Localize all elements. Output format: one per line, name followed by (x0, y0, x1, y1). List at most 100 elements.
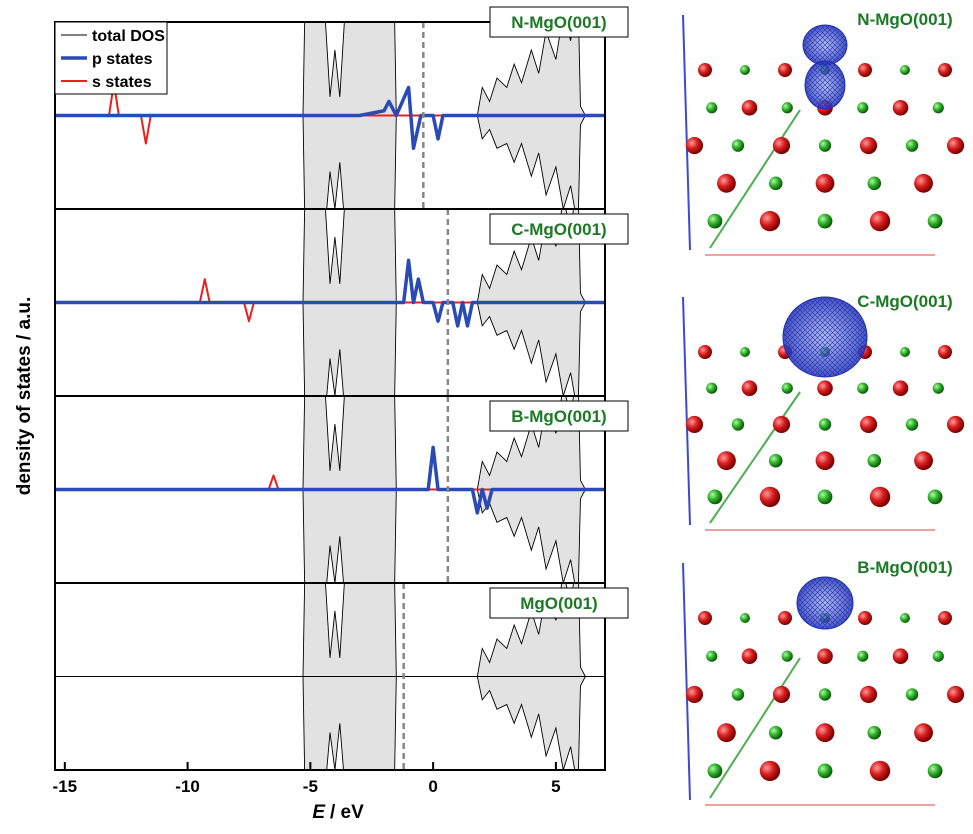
atom (867, 453, 882, 468)
atom (900, 347, 910, 357)
atom (781, 382, 793, 394)
structure-render: B-MgO(001) (682, 558, 965, 806)
atom (817, 648, 833, 665)
atom (946, 415, 965, 434)
density-mesh (804, 60, 846, 110)
structures: N-MgO(001) C-MgO(001) B-MgO(001) (682, 10, 965, 806)
atom (781, 102, 793, 114)
atom (741, 99, 758, 116)
structure-label: N-MgO(001) (857, 10, 952, 29)
x-tick-label: 0 (428, 777, 437, 796)
atom (740, 65, 750, 75)
atom (740, 613, 750, 623)
x-tick-label: -5 (303, 777, 318, 796)
atom (717, 173, 736, 193)
atom (815, 451, 835, 471)
atom (768, 725, 783, 740)
atom (707, 489, 723, 505)
atom (867, 176, 882, 191)
atom (698, 63, 712, 77)
atom (905, 139, 919, 152)
panel-label: B-MgO(001) (511, 407, 606, 426)
legend-label: s states (92, 74, 152, 91)
atom (914, 451, 933, 471)
atom (717, 723, 736, 743)
total-dos-down (55, 302, 605, 396)
atom (778, 611, 792, 625)
panel-frame (54, 582, 606, 771)
x-tick-label: -10 (175, 777, 200, 796)
legend: total DOS p states s states (54, 21, 168, 95)
panel (55, 583, 605, 770)
panel-label-box (489, 213, 629, 245)
atom (706, 650, 718, 662)
panel-label-box (489, 400, 629, 432)
atom (781, 650, 793, 662)
legend-label: total DOS (92, 28, 165, 45)
atom (706, 102, 718, 114)
x-tick-label: 5 (551, 777, 560, 796)
atom (857, 102, 869, 114)
atom (772, 415, 791, 434)
panel-label-box (489, 587, 629, 619)
atom (914, 173, 933, 193)
atom (759, 486, 781, 508)
atom (900, 65, 910, 75)
density-mesh (782, 296, 868, 378)
atom (772, 685, 791, 704)
atom (741, 648, 758, 665)
axis-green (709, 109, 801, 249)
atom (759, 210, 781, 232)
panel-label-box (489, 6, 629, 38)
atom (759, 760, 781, 782)
density-mesh (796, 576, 854, 630)
atom (772, 136, 791, 155)
density-mesh (802, 24, 848, 66)
atom (869, 486, 891, 508)
atom (818, 688, 832, 701)
atom (731, 418, 745, 431)
axis-green (709, 657, 801, 799)
atom (927, 763, 943, 779)
p-states-line (55, 258, 605, 328)
atom (815, 723, 835, 743)
panel (55, 209, 605, 396)
plot: N-MgO(001) C-MgO(001) B-MgO(001) MgO(001) -1… (53, 6, 629, 796)
atom (927, 489, 943, 505)
atom (817, 213, 833, 229)
atom (914, 723, 933, 743)
atom (698, 345, 712, 359)
atom (717, 451, 736, 471)
atom (932, 382, 944, 394)
panel-label: C-MgO(001) (511, 220, 606, 239)
axis-green (709, 391, 801, 524)
axis-blue (682, 14, 691, 251)
atom (946, 685, 965, 704)
atom (946, 136, 965, 155)
atom (892, 648, 909, 665)
atom (818, 418, 832, 431)
axis-blue (682, 562, 691, 801)
atom (938, 345, 952, 359)
p-states-line (55, 445, 605, 515)
x-axis-label-unit: / eV (330, 802, 364, 823)
total-dos-down (55, 115, 605, 209)
atom (685, 685, 704, 704)
atom (778, 63, 792, 77)
atom (938, 611, 952, 625)
atom (900, 613, 910, 623)
x-tick-label: -15 (53, 777, 78, 796)
panel (55, 22, 605, 209)
atom (932, 650, 944, 662)
atom (817, 763, 833, 779)
atom (859, 685, 878, 704)
x-axis-label-var: E (312, 802, 326, 823)
atom (707, 763, 723, 779)
structure-label: B-MgO(001) (857, 558, 952, 577)
atom (768, 176, 783, 191)
structure-label: C-MgO(001) (857, 292, 952, 311)
axis-blue (682, 296, 691, 526)
atom (858, 63, 872, 77)
atom (817, 380, 833, 397)
